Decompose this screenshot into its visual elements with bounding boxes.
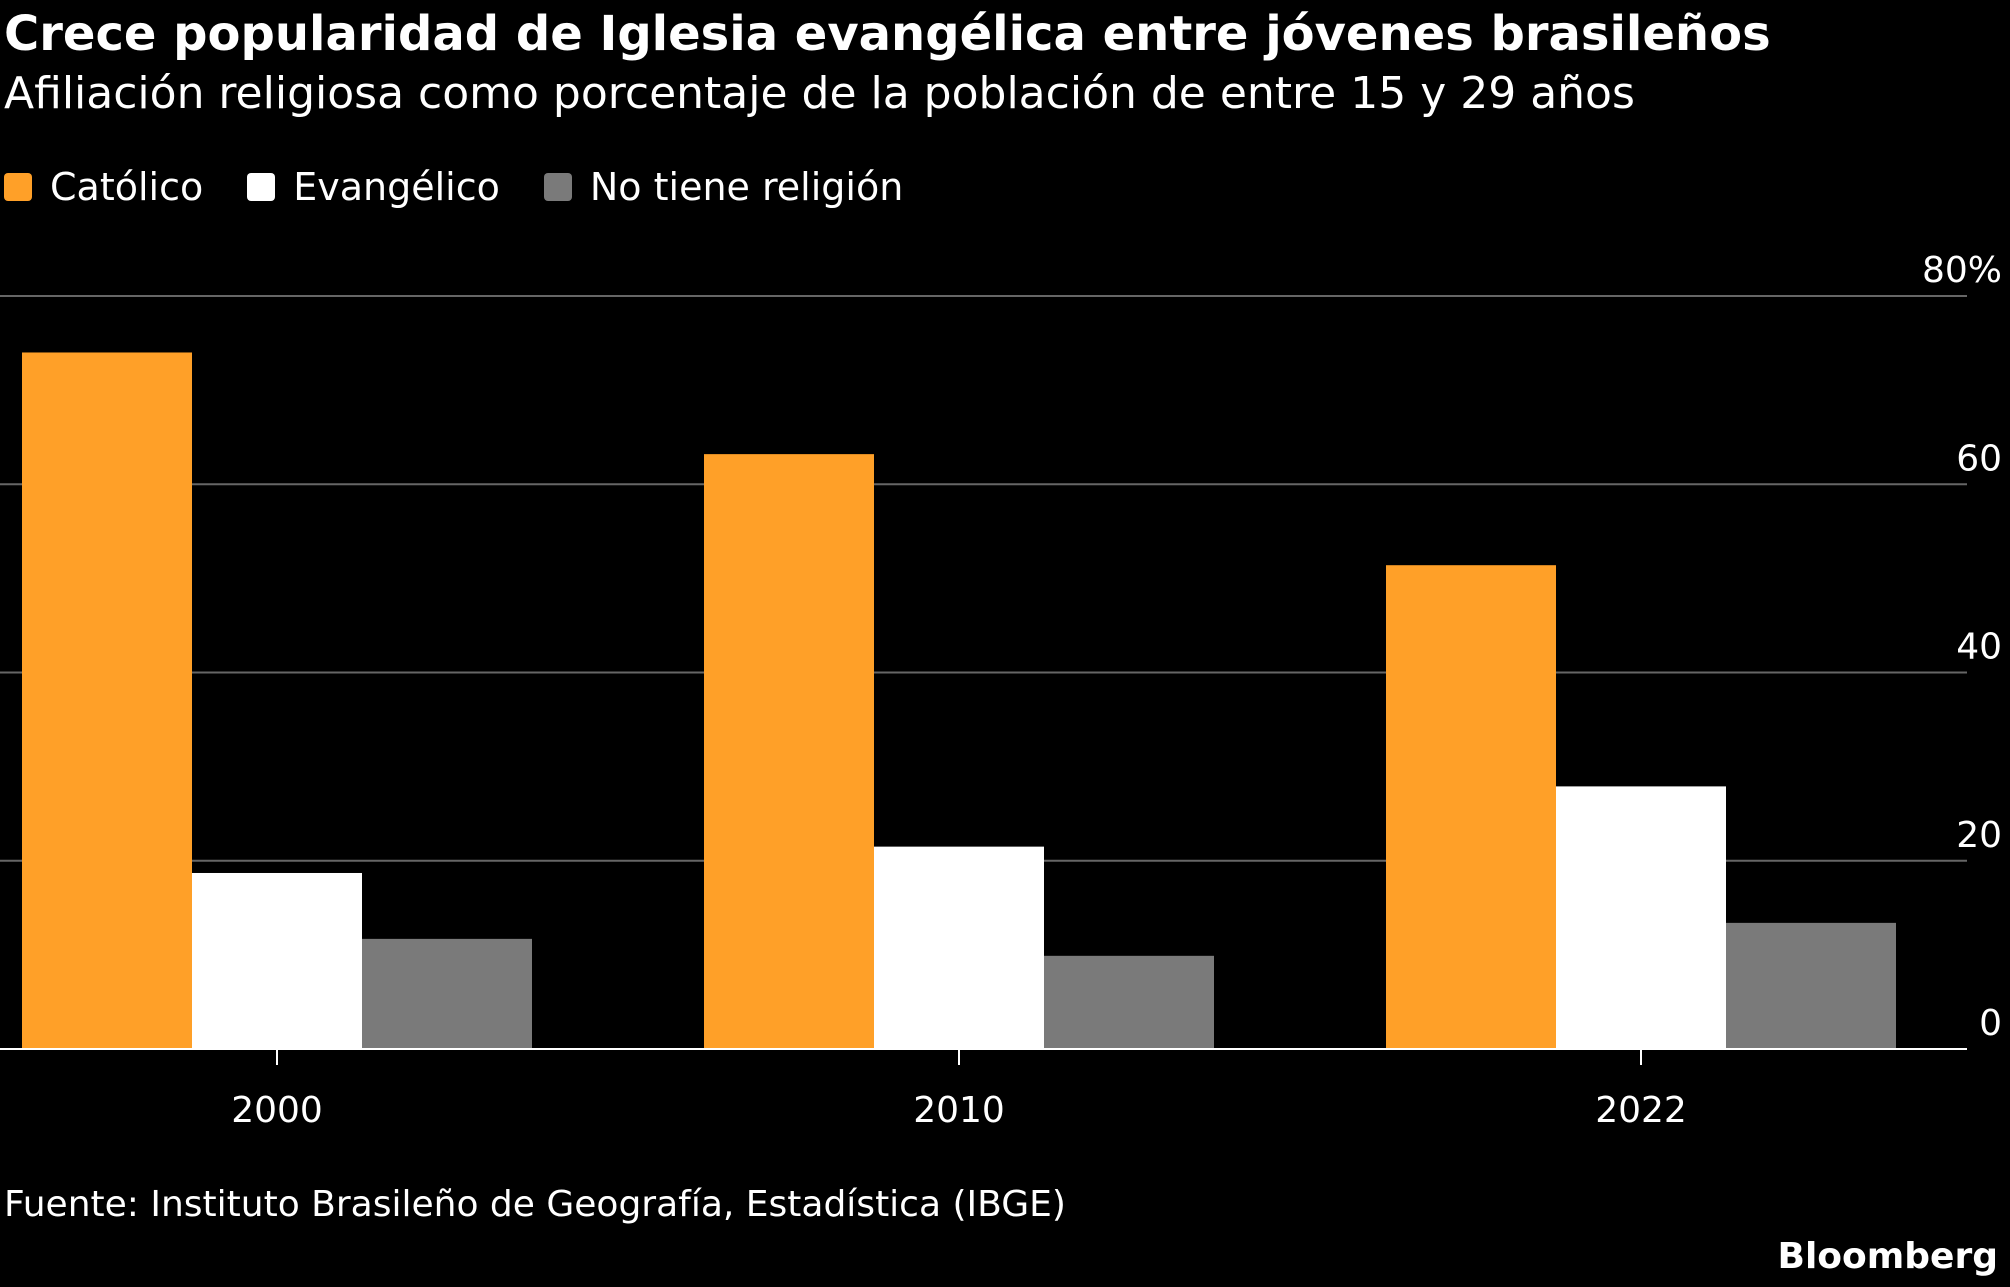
bar-católico-2000	[22, 352, 192, 1050]
x-tick-label: 2000	[231, 1090, 323, 1131]
bar-evangélico-2022	[1556, 786, 1726, 1049]
bar-no-tiene-religión-2022	[1726, 922, 1896, 1049]
legend-label: Católico	[50, 165, 204, 209]
y-tick-label: 20	[1956, 815, 2002, 856]
legend-item: Evangélico	[247, 165, 500, 209]
y-tick-label: 80%	[1922, 250, 2002, 291]
legend-item: No tiene religión	[543, 165, 904, 209]
chart-title: Crece popularidad de Iglesia evangélica …	[4, 6, 1771, 62]
legend-swatch	[247, 173, 276, 201]
legend: Católico Evangélico No tiene religión	[4, 165, 903, 209]
y-tick-label: 40	[1956, 627, 2002, 668]
bar-evangélico-2000	[192, 872, 362, 1049]
bar-católico-2010	[704, 454, 874, 1049]
y-tick-label: 0	[1979, 1003, 2002, 1044]
legend-item: Católico	[4, 165, 203, 209]
legend-swatch	[543, 173, 572, 201]
x-tick-label: 2022	[1595, 1090, 1687, 1131]
bar-no-tiene-religión-2010	[1044, 955, 1214, 1049]
legend-label: Evangélico	[293, 165, 500, 209]
bloomberg-logo: Bloomberg	[1777, 1236, 1998, 1277]
y-tick-label: 60	[1956, 438, 2002, 479]
legend-label: No tiene religión	[589, 165, 904, 209]
legend-swatch	[4, 173, 32, 201]
bar-evangélico-2010	[874, 846, 1044, 1049]
bar-no-tiene-religión-2000	[362, 938, 532, 1049]
source-note: Fuente: Instituto Brasileño de Geografía…	[4, 1184, 1066, 1225]
chart-subtitle: Afiliación religiosa como porcentaje de …	[4, 68, 1635, 119]
x-tick-label: 2010	[913, 1090, 1005, 1131]
bar-católico-2022	[1386, 565, 1556, 1049]
